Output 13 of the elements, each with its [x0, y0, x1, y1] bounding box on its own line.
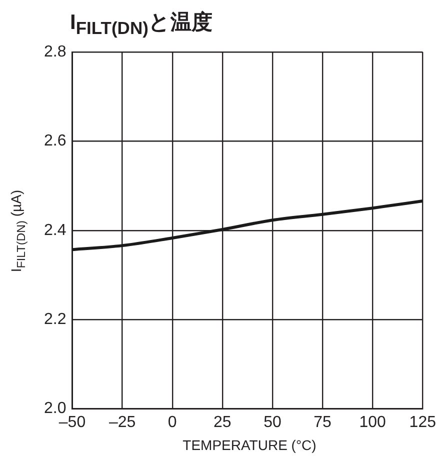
y-tick-label: 2.2 — [44, 311, 66, 328]
x-tick-label: 0 — [168, 414, 177, 431]
x-tick-label: 75 — [314, 414, 332, 431]
y-tick-label: 2.6 — [44, 132, 66, 150]
chart-title: I$_{FILT(DN)}$と温度 — [70, 10, 212, 40]
x-tick-label: 100 — [359, 414, 386, 431]
x-tick-label: 50 — [264, 414, 282, 431]
x-tick-label: 125 — [409, 414, 436, 431]
y-tick-label: 2.4 — [44, 222, 66, 239]
x-axis-title: TEMPERATURE (°C) — [182, 437, 318, 453]
y-tick-label: 2.8 — [44, 43, 66, 60]
x-tick-label: –25 — [108, 414, 136, 431]
x-tick-label: 25 — [214, 414, 232, 431]
